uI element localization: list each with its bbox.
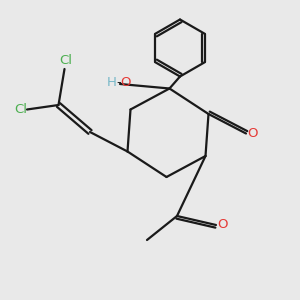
Text: O: O — [247, 127, 258, 140]
Text: Cl: Cl — [14, 103, 28, 116]
Text: O: O — [120, 76, 131, 89]
Text: -: - — [116, 76, 121, 89]
Text: O: O — [217, 218, 228, 232]
Text: Cl: Cl — [59, 54, 73, 67]
Text: H: H — [107, 76, 116, 89]
